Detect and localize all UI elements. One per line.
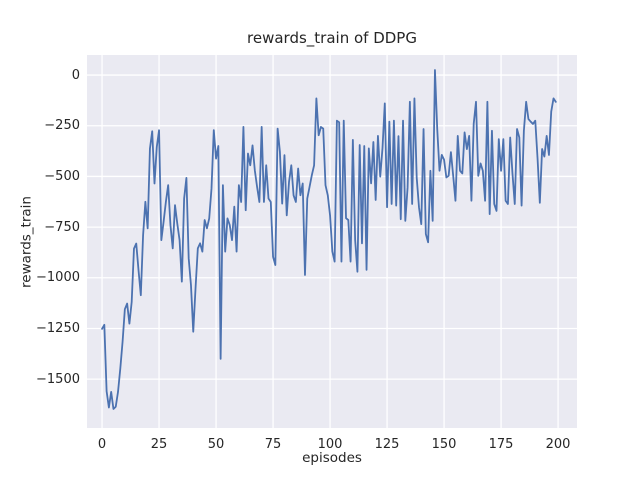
x-axis-label: episodes	[302, 450, 362, 466]
x-tick-label: 175	[488, 437, 514, 452]
y-tick-label: −1500	[36, 371, 80, 387]
y-tick-label: 0	[71, 67, 80, 83]
x-tick-label: 0	[97, 437, 107, 452]
y-tick-label: −250	[44, 118, 80, 134]
x-tick-label: 150	[431, 437, 457, 452]
y-tick-label: −1000	[36, 270, 80, 286]
x-tick-label: 50	[207, 437, 225, 452]
series-line-rewards_train	[101, 69, 557, 410]
x-tick-label: 125	[374, 437, 400, 452]
x-tick-label: 200	[545, 437, 571, 452]
x-tick-label: 75	[264, 437, 282, 452]
x-tick-label: 25	[150, 437, 168, 452]
plot-area	[87, 55, 577, 428]
y-tick-label: −1250	[36, 320, 80, 336]
x-tick-label: 100	[317, 437, 343, 452]
y-tick-label: −750	[44, 219, 80, 235]
chart-title: rewards_train of DDPG	[247, 29, 417, 47]
y-tick-label: −500	[44, 168, 80, 184]
